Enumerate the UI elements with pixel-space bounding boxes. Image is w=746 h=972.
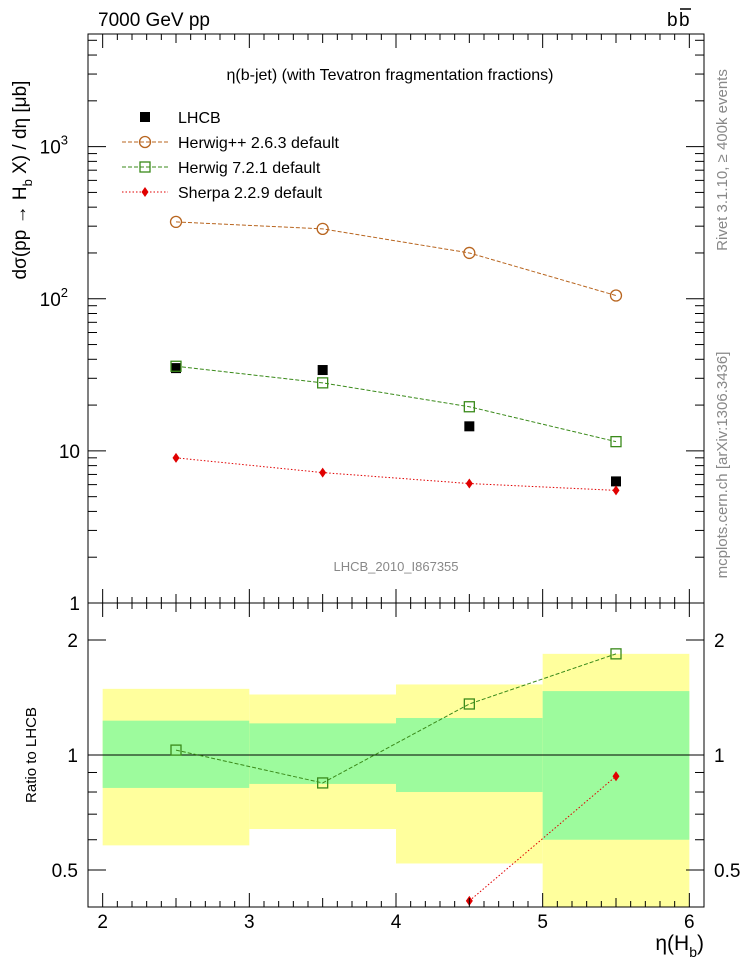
legend-label-sherpa: Sherpa 2.2.9 default: [178, 185, 323, 202]
point-herwig7: [610, 435, 622, 448]
ratio-x-axis-label: η(Hb): [655, 932, 704, 960]
ratio-panel: 0.5 0.5 1 1 2 2 2 3 4 5 6 Ratio to LHCB η(Hb): [23, 602, 741, 960]
series-line-herwig7: [175, 365, 617, 443]
ratio-x-tick-label: 3: [244, 912, 255, 933]
series-line-sherpa: [175, 457, 617, 491]
point-data: [317, 365, 328, 376]
legend-label-herwigpp: Herwig++ 2.6.3 default: [178, 135, 340, 152]
point-sherpa: [612, 485, 620, 496]
point-sherpa: [465, 478, 473, 489]
header-process-b: b: [667, 10, 678, 31]
tick-exponent: 2: [61, 285, 68, 300]
ratio-x-tick-labels: 2 3 4 5 6: [97, 912, 694, 933]
point-data: [464, 421, 475, 432]
ratio-y-tick-label-right: 1: [714, 746, 725, 767]
point-herwig7: [463, 401, 475, 413]
main-title: η(b-jet) (with Tevatron fragmentation fr…: [227, 67, 554, 84]
ratio-x-tick-label: 2: [97, 912, 108, 933]
ratio-y-axis-label: Ratio to LHCB: [23, 707, 40, 803]
point-sherpa: [172, 452, 180, 463]
ratio-point-herwig7: [610, 648, 622, 660]
ratio-y-tick-label-right: 2: [714, 631, 725, 652]
point-data: [611, 476, 621, 487]
point-herwigpp: [316, 222, 329, 236]
main-axis-ticks: [88, 34, 704, 604]
xlabel-part1: η(H: [655, 932, 689, 955]
legend-marker-data: [140, 112, 150, 122]
point-herwigpp: [609, 289, 623, 302]
ratio-point-herwig7: [317, 777, 329, 789]
mcplots-label: mcplots.cern.ch [arXiv:1306.3436]: [714, 352, 731, 579]
band-stat: [102, 720, 250, 788]
xlabel-part2: ): [697, 932, 704, 955]
main-series-points: [169, 215, 623, 496]
ratio-y-tick-labels: 0.5 0.5 1 1 2 2: [52, 631, 741, 882]
legend-marker-herwigpp: [138, 135, 152, 149]
header-process: b b: [667, 8, 691, 31]
xlabel-sub: b: [689, 944, 697, 960]
ratio-y-tick-label: 0.5: [52, 861, 78, 882]
ratio-line-herwig7: [175, 653, 617, 784]
main-series-lines: [175, 221, 617, 491]
ratio-uncertainty-bands: [102, 653, 690, 907]
ratio-x-tick-label: 6: [684, 912, 695, 933]
main-y-tick-label: 102: [40, 285, 68, 311]
point-herwig7: [170, 360, 182, 372]
band-stat: [249, 723, 396, 784]
point-herwig7: [317, 377, 329, 389]
point-herwigpp: [169, 215, 183, 229]
main-y-axis-label: dσ(pp → Hb X) / dη [μb]: [10, 81, 35, 280]
legend-label-herwig7: Herwig 7.2.1 default: [178, 160, 321, 177]
legend-marker-herwig7: [139, 161, 151, 173]
point-data: [171, 363, 181, 374]
ratio-x-tick-label: 4: [391, 912, 402, 933]
legend: LHCB Herwig++ 2.6.3 default Herwig 7.2.1 d…: [122, 110, 340, 202]
tick-base: 10: [40, 290, 61, 311]
header-process-bbar: b: [679, 10, 690, 31]
main-y-tick-label: 1: [69, 594, 80, 615]
ratio-point-herwig7: [463, 698, 475, 710]
ratio-point-sherpa: [612, 771, 620, 782]
main-ylabel-part1: dσ(pp → H: [10, 186, 31, 279]
header-energy: 7000 GeV pp: [98, 10, 210, 31]
ratio-axis-ticks: [88, 603, 704, 908]
main-y-tick-label: 10: [59, 442, 80, 463]
ratio-y-tick-label: 1: [67, 746, 78, 767]
rivet-label: Rivet 3.1.10, ≥ 400k events: [714, 69, 731, 251]
ratio-y-tick-label-right: 0.5: [714, 861, 740, 882]
point-herwigpp: [463, 246, 476, 260]
main-ylabel-part2: X) / dη [μb]: [10, 81, 31, 180]
legend-marker-sherpa: [141, 187, 149, 197]
series-line-herwigpp: [175, 221, 617, 297]
point-sherpa: [319, 467, 327, 478]
ratio-line-sherpa: [469, 775, 617, 902]
legend-label-data: LHCB: [178, 110, 221, 127]
ratio-x-tick-label: 5: [537, 912, 548, 933]
ratio-point-herwig7: [170, 744, 182, 756]
ratio-series-lines: [175, 653, 617, 902]
main-ylabel-sub: b: [20, 179, 35, 186]
ratio-y-tick-label: 2: [67, 631, 78, 652]
tick-base: 10: [40, 138, 61, 159]
watermark: LHCB_2010_I867355: [333, 559, 458, 574]
tick-exponent: 3: [61, 133, 68, 148]
main-y-tick-label: 103: [40, 133, 68, 159]
band-stat: [542, 691, 690, 840]
